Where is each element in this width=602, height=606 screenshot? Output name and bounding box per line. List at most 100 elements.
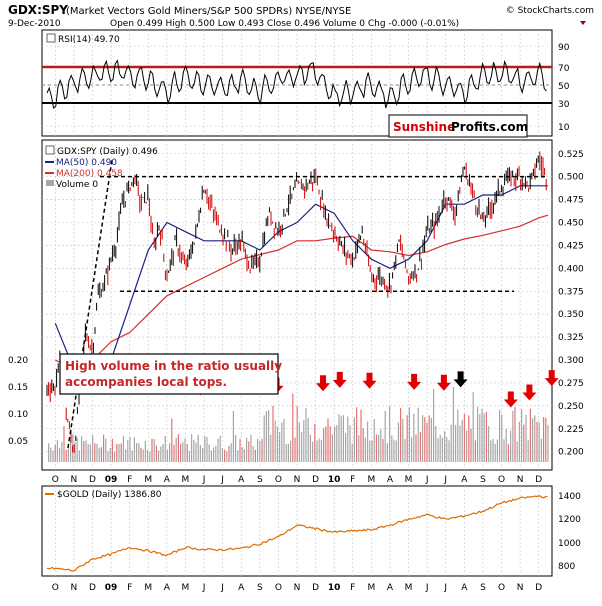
red-arrow-icon-shape (503, 391, 518, 408)
red-arrow-icon-shape (316, 375, 331, 392)
volume-bar (334, 426, 336, 462)
price-tick: 0.250 (558, 402, 584, 412)
red-arrow-icon (316, 375, 331, 392)
volume-bar (125, 449, 127, 462)
month-label: S (480, 475, 486, 485)
month-axis-bottom: O N D 09 F M A M J J A S O N D 10 F M A M J J A S O N D (52, 583, 542, 593)
red-arrow-icon-shape (407, 373, 422, 390)
month-label: D (312, 583, 319, 593)
month-label: N (71, 475, 78, 485)
gold-axis: 1400 1200 1000 800 (558, 492, 581, 572)
volume-bar (356, 407, 358, 462)
volume-bar (496, 439, 498, 462)
volume-bar (543, 417, 545, 462)
month-axis-middle: O N D 09 F M A M J J A S O N D 10 F M A M J J A S O N D (52, 475, 542, 485)
volume-bar (314, 423, 316, 462)
volume-bar (457, 409, 459, 462)
volume-bar (70, 439, 72, 462)
volume-bar (257, 438, 259, 462)
volume-bar (182, 442, 184, 462)
volume-bar (527, 440, 529, 462)
volume-bar (358, 435, 360, 462)
volume-bar (122, 435, 124, 462)
rsi-tick: 10 (558, 123, 570, 133)
volume-bar (195, 442, 197, 462)
volume-bar (193, 439, 195, 462)
volume-bar (259, 441, 261, 462)
volume-bar (450, 424, 452, 462)
annotation-line2: accompanies local tops. (65, 375, 227, 389)
volume-bar (430, 417, 432, 462)
volume-bar (406, 415, 408, 462)
volume-bar (360, 409, 362, 462)
volume-bar (63, 426, 65, 462)
volume-bar (301, 432, 303, 462)
volume-axis: 0.20 0.15 0.10 0.05 (8, 356, 28, 447)
volume-bar (56, 440, 58, 462)
volume-bar (364, 437, 366, 462)
red-arrow-icon-shape (436, 374, 451, 391)
month-label: D (89, 583, 96, 593)
price-tick: 0.475 (558, 196, 584, 206)
volume-bar (281, 422, 283, 462)
volume-bar (369, 440, 371, 462)
watermark-box (388, 114, 528, 138)
chevron-down-icon[interactable] (580, 21, 586, 25)
volume-bar (514, 407, 516, 462)
volume-bar (446, 437, 448, 462)
volume-bar (210, 450, 212, 462)
price-tick: 0.450 (558, 219, 584, 229)
rsi-tick: 90 (558, 43, 570, 53)
red-arrow-icon-shape (544, 370, 559, 387)
rsi-tick: 50 (558, 82, 570, 92)
volume-tick: 0.15 (8, 383, 28, 393)
volume-bar (501, 414, 503, 462)
volume-bar (169, 443, 171, 462)
month-label: J (443, 475, 447, 485)
volume-bar (547, 424, 549, 462)
month-label: F (127, 475, 132, 485)
volume-bar (316, 440, 318, 462)
month-label: 09 (105, 583, 118, 593)
price-legend-icon (45, 145, 55, 155)
volume-bar (270, 434, 272, 462)
volume-bar (243, 449, 245, 462)
volume-bar (65, 449, 67, 462)
month-label: M (367, 583, 375, 593)
copyright-text: © StockCharts.com (506, 6, 594, 16)
volume-bar (290, 440, 292, 462)
volume-bar (470, 428, 472, 462)
volume-bar (180, 444, 182, 462)
volume-bar (158, 450, 160, 462)
volume-bar (111, 438, 113, 462)
volume-tick: 0.05 (8, 437, 28, 447)
volume-bar (367, 421, 369, 462)
volume-bar (479, 414, 481, 462)
red-arrow-icon (362, 372, 377, 389)
volume-bar (424, 417, 426, 462)
rsi-tick: 30 (558, 100, 570, 110)
volume-bar (305, 407, 307, 462)
volume-bar (191, 434, 193, 462)
month-label: O (275, 583, 282, 593)
volume-bar (151, 438, 153, 462)
volume-bar (338, 414, 340, 462)
volume-bar (422, 415, 424, 462)
month-label: M (405, 475, 413, 485)
month-label: A (238, 583, 245, 593)
volume-bar (347, 416, 349, 462)
volume-bar (525, 414, 527, 462)
month-label: A (164, 583, 171, 593)
watermark: Sunshine Profits.com (388, 114, 528, 138)
volume-bar (433, 389, 435, 462)
red-arrow-icon (332, 371, 347, 388)
volume-bar (329, 426, 331, 462)
red-arrow-icon-shape (332, 371, 347, 388)
volume-bar (228, 445, 230, 462)
volume-bar (250, 434, 252, 462)
month-label: J (220, 475, 224, 485)
volume-bar (373, 418, 375, 462)
volume-bar (237, 450, 239, 462)
gold-tick: 1200 (558, 515, 581, 525)
volume-bar (292, 393, 294, 462)
